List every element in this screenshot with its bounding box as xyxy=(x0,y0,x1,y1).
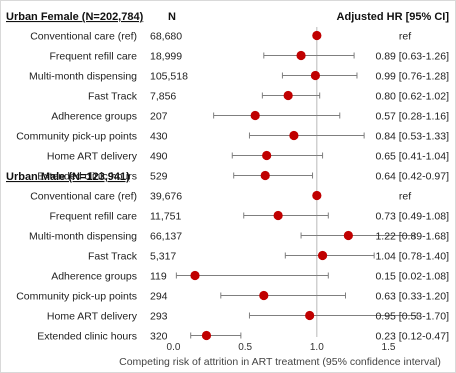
row-label: Community pick-up points xyxy=(16,130,137,142)
hr-value: 1.04 [0.78-1.40] xyxy=(375,250,449,262)
row-label: Multi-month dispensing xyxy=(29,230,137,242)
hr-value: 0.65 [0.41-1.04] xyxy=(375,150,449,162)
hr-point xyxy=(317,250,328,261)
row-label: Conventional care (ref) xyxy=(30,190,137,202)
hr-column-header: Adjusted HR [95% CI] xyxy=(337,11,450,23)
hr-point xyxy=(260,170,270,181)
hr-value: ref xyxy=(399,30,411,42)
hr-value: 0.64 [0.42-0.97] xyxy=(375,170,449,182)
row-label: Fast Track xyxy=(88,250,138,262)
hr-value: 0.15 [0.02-1.08] xyxy=(375,270,449,282)
x-tick-label: 0.0 xyxy=(167,342,181,353)
row-label: Adherence groups xyxy=(51,270,137,282)
hr-value: 0.57 [0.28-1.16] xyxy=(375,110,449,122)
row-n: 11,751 xyxy=(150,210,181,222)
group-title-urban-male: Urban Male (N=123,941) xyxy=(6,171,130,183)
x-tick-label: 0.5 xyxy=(238,342,252,353)
forest-rows: Conventional care (ref) 68,680 ref Frequent… xyxy=(16,30,449,342)
hr-point xyxy=(343,230,353,241)
hr-point xyxy=(250,110,260,121)
hr-value: 0.63 [0.33-1.20] xyxy=(375,290,449,302)
row-label: Adherence groups xyxy=(51,110,137,122)
row-n: 529 xyxy=(150,170,168,182)
row-label: Home ART delivery xyxy=(47,150,138,162)
hr-point xyxy=(289,130,299,141)
hr-point xyxy=(312,30,322,41)
row-n: 294 xyxy=(150,290,168,302)
hr-value: 0.73 [0.49-1.08] xyxy=(375,210,449,222)
row-n: 66,137 xyxy=(150,230,182,242)
hr-point xyxy=(259,290,269,301)
row-label: Community pick-up points xyxy=(16,290,137,302)
row-n: 293 xyxy=(150,310,168,322)
hr-point xyxy=(296,50,306,61)
x-tick-label: 1.5 xyxy=(382,342,396,353)
n-column-header: N xyxy=(168,11,176,23)
hr-point xyxy=(312,190,322,201)
hr-value: 0.95 [0.53-1.70] xyxy=(375,310,449,322)
row-n: 39,676 xyxy=(150,190,182,202)
hr-point xyxy=(305,310,315,321)
row-label: Frequent refill care xyxy=(49,50,137,62)
hr-point xyxy=(273,210,283,221)
row-n: 490 xyxy=(150,150,168,162)
row-label: Home ART delivery xyxy=(47,310,138,322)
row-label: Fast Track xyxy=(88,90,138,102)
row-label: Extended clinic hours xyxy=(37,170,137,182)
row-n: 320 xyxy=(150,330,168,342)
hr-point xyxy=(201,330,212,341)
row-n: 18,999 xyxy=(150,50,182,62)
hr-value: 0.89 [0.63-1.26] xyxy=(375,50,449,62)
hr-point xyxy=(262,150,272,161)
hr-value: 0.23 [0.12-0.47] xyxy=(375,330,449,342)
hr-value: 0.99 [0.76-1.28] xyxy=(375,70,449,82)
group-title-urban-female: Urban Female (N=202,784) xyxy=(6,11,144,23)
hr-value: ref xyxy=(399,190,411,202)
row-n: 68,680 xyxy=(150,30,182,42)
x-axis-label: Competing risk of attrition in ART treat… xyxy=(119,356,441,368)
row-n: 207 xyxy=(150,110,168,122)
row-n: 7,856 xyxy=(150,90,176,102)
x-tick-label: 1.0 xyxy=(310,342,324,353)
row-label: Conventional care (ref) xyxy=(30,30,137,42)
hr-point xyxy=(190,270,200,281)
row-n: 5,317 xyxy=(150,250,176,262)
hr-point xyxy=(310,70,320,81)
row-label: Multi-month dispensing xyxy=(29,70,137,82)
hr-value: 0.80 [0.62-1.02] xyxy=(375,90,449,102)
hr-point xyxy=(283,90,293,101)
hr-value: 1.22 [0.89-1.68] xyxy=(375,230,449,242)
hr-value: 0.84 [0.53-1.33] xyxy=(375,130,449,142)
x-axis-ticks: 0.0 0.5 1.0 1.5 xyxy=(167,342,396,353)
row-n: 430 xyxy=(150,130,168,142)
row-label: Extended clinic hours xyxy=(37,330,137,342)
row-n: 105,518 xyxy=(150,70,188,82)
row-label: Frequent refill care xyxy=(49,210,137,222)
row-n: 119 xyxy=(150,270,167,282)
